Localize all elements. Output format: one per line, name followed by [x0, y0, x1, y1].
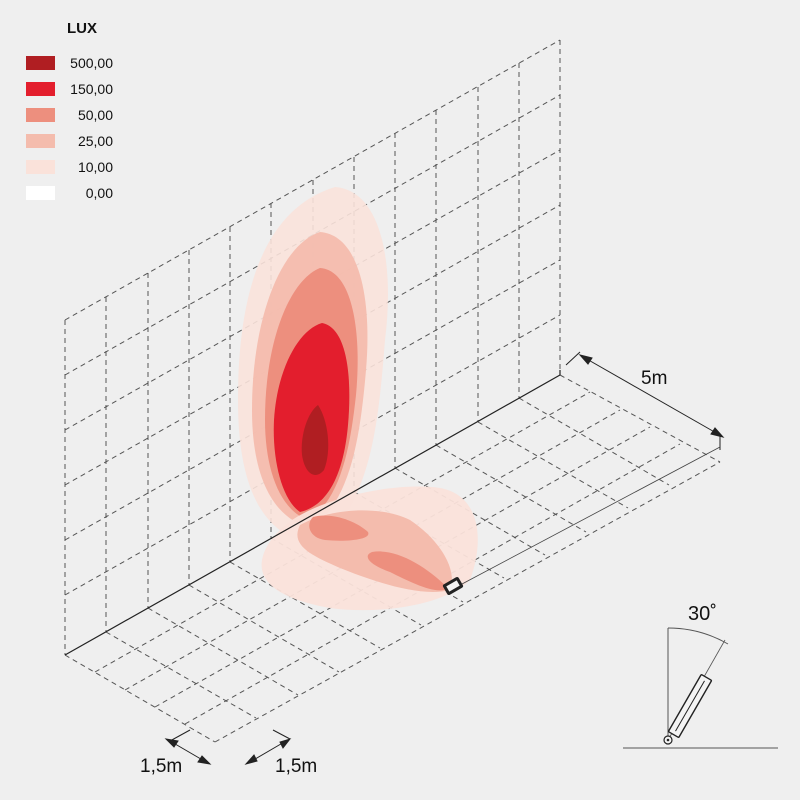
legend-item: 10,00: [26, 154, 126, 180]
legend-swatch: [26, 56, 55, 70]
legend-label: 25,00: [55, 133, 113, 149]
legend-swatch: [26, 134, 55, 148]
legend-label: 0,00: [55, 185, 113, 201]
depth-dimension: [566, 352, 723, 450]
legend-swatch: [26, 160, 55, 174]
legend-item: 0,00: [26, 180, 126, 206]
tilt-angle-label: 30˚: [688, 603, 717, 626]
grid-dimension-b-label: 1,5m: [275, 756, 317, 778]
luminaire-projection-line: [462, 447, 720, 584]
legend-swatch: [26, 108, 55, 122]
legend-swatch: [26, 82, 55, 96]
tilt-angle-icon: [623, 628, 778, 748]
grid-dimension-a-label: 1,5m: [140, 756, 182, 778]
legend-item: 150,00: [26, 76, 126, 102]
legend-label: 500,00: [55, 55, 113, 71]
legend-label: 50,00: [55, 107, 113, 123]
wall-light-distribution: [238, 187, 388, 545]
depth-dimension-label: 5m: [641, 368, 667, 390]
lux-legend: LUX 500,00 150,00 50,00 25,00 10,00 0,00: [26, 20, 126, 206]
legend-swatch: [26, 186, 55, 200]
legend-item: 50,00: [26, 102, 126, 128]
legend-label: 10,00: [55, 159, 113, 175]
legend-item: 500,00: [26, 50, 126, 76]
legend-label: 150,00: [55, 81, 113, 97]
legend-item: 25,00: [26, 128, 126, 154]
legend-title: LUX: [67, 20, 126, 38]
